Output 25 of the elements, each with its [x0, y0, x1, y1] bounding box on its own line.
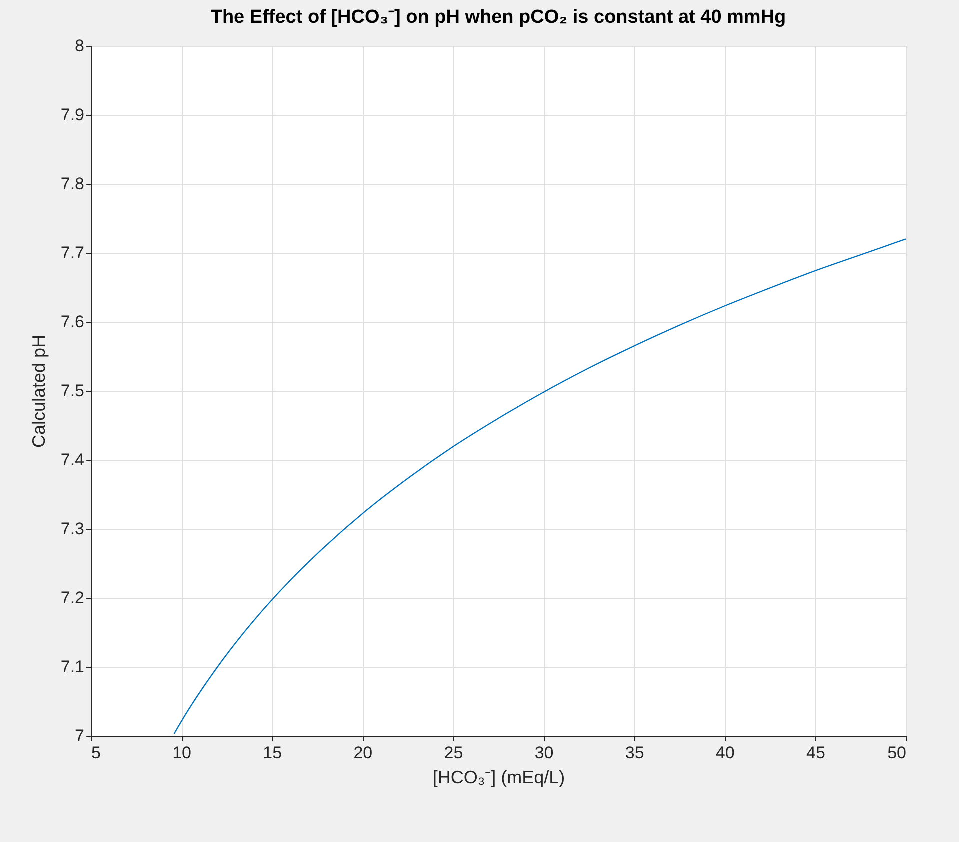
x-tick-label: 20	[354, 744, 373, 762]
x-tick-label: 25	[444, 744, 464, 762]
y-tick-label: 7.6	[60, 312, 84, 332]
x-tick-label: 35	[625, 744, 644, 762]
y-tick-label: 7.3	[60, 520, 84, 538]
line-series	[174, 238, 906, 735]
x-tick-label: 45	[806, 744, 826, 762]
chart-title: The Effect of [HCO₃⁻] on pH when pCO₂ is constant at 40 mmHg	[210, 7, 786, 28]
y-axis-title: Calculated pH	[28, 334, 49, 448]
y-tick-label: 7.2	[60, 588, 84, 608]
y-tick-label: 7.4	[60, 450, 84, 470]
y-tick-label: 8	[75, 36, 84, 56]
y-tick-label: 7.5	[60, 382, 84, 400]
y-tick-label: 7.9	[60, 106, 84, 124]
y-tick-label: 7.1	[60, 658, 84, 676]
x-tick-label: 15	[263, 744, 282, 762]
x-tick-label: 5	[92, 744, 101, 762]
x-tick-label: 30	[534, 744, 554, 762]
y-tick-label: 7.7	[60, 244, 84, 262]
x-tick-label: 10	[172, 744, 192, 762]
y-tick-label: 7	[75, 726, 84, 746]
x-tick-label: 40	[716, 744, 735, 762]
x-tick-label: 50	[888, 744, 906, 762]
y-tick-label: 7.8	[60, 174, 84, 194]
x-axis-title: [HCO₃⁻] (mEq/L)	[432, 768, 566, 788]
